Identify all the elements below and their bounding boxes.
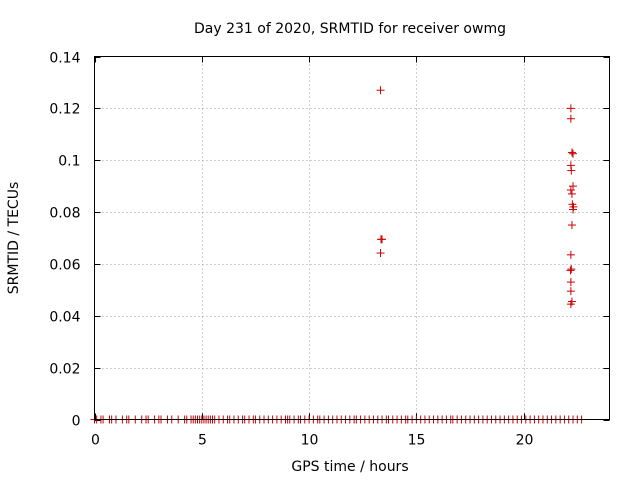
y-tick-label: 0.14 <box>49 51 80 67</box>
y-tick-label: 0.02 <box>49 362 80 378</box>
data-point <box>378 235 387 244</box>
y-tick-labels: 0 0.02 0.04 0.06 0.08 0.1 0.12 0.14 <box>49 51 80 430</box>
data-point <box>566 287 575 296</box>
chart-title: Day 231 of 2020, SRMTID for receiver owm… <box>194 21 506 37</box>
data-point <box>376 86 385 95</box>
y-tick-label: 0.04 <box>49 310 80 326</box>
x-tick-label: 15 <box>408 433 426 449</box>
data-point <box>376 249 385 258</box>
y-tick-label: 0.12 <box>49 102 80 118</box>
plot-frame <box>94 56 610 420</box>
data-point <box>566 250 575 259</box>
data-point <box>567 166 576 175</box>
data-point <box>566 278 575 287</box>
data-point <box>567 189 576 198</box>
data-point <box>566 104 575 113</box>
y-tick-label: 0.06 <box>49 258 80 274</box>
data-point <box>569 205 578 214</box>
x-axis-label: GPS time / hours <box>291 459 408 475</box>
data-point <box>566 114 575 123</box>
y-tick-label: 0.1 <box>58 154 80 170</box>
y-tick-label: 0.08 <box>49 206 80 222</box>
data-point <box>566 300 575 309</box>
data-point <box>567 148 576 157</box>
data-point <box>566 266 575 275</box>
data-points <box>90 86 586 424</box>
y-tick-label: 0 <box>72 414 81 430</box>
x-tick-label: 5 <box>198 433 207 449</box>
x-tick-label: 10 <box>301 433 319 449</box>
data-point <box>569 182 578 191</box>
x-tick-labels: 0 5 10 15 20 <box>91 433 533 449</box>
data-point <box>569 149 578 158</box>
data-point <box>566 186 575 195</box>
data-point <box>567 221 576 230</box>
axis-ticks <box>94 56 610 421</box>
data-point <box>567 265 576 274</box>
y-axis-label: SRMTID / TECUs <box>6 182 22 295</box>
grid-lines <box>94 56 610 420</box>
x-tick-label: 20 <box>516 433 534 449</box>
x-tick-label: 0 <box>91 433 100 449</box>
